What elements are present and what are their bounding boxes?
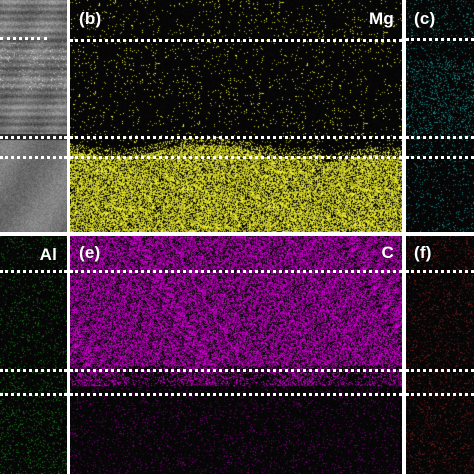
panel-a-sem-image [0,0,67,232]
boundary-line-middle [406,369,474,372]
boundary-line-bottom [406,156,474,159]
element-map-c [406,0,474,232]
boundary-line-middle [0,136,67,139]
boundary-line-bottom [406,393,474,396]
c-element-map [70,236,402,474]
sem-micrograph [0,0,67,232]
boundary-line-bottom [70,156,402,159]
boundary-line-middle [70,136,402,139]
boundary-line-middle [406,136,474,139]
element-label: C [381,243,394,262]
boundary-line-middle [0,369,67,372]
boundary-line-bottom [0,156,67,159]
boundary-line-top [406,270,474,273]
panel-d-al-map: Al [0,236,67,474]
boundary-line-top [70,39,402,42]
panel-label: (c) [414,9,436,28]
panel-c-map: (c) [406,0,474,232]
al-element-map [0,236,67,474]
panel-f-map: (f) [406,236,474,474]
panel-b-mg-map: (b) Mg [70,0,402,232]
boundary-line-top [70,270,402,273]
panel-label: (b) [79,9,102,28]
boundary-line-top [406,38,474,41]
panel-label: (e) [79,243,101,262]
mg-element-map [70,0,402,232]
element-label: Al [39,245,57,264]
panel-label: (f) [414,243,432,262]
element-map-f [406,236,474,474]
boundary-line-bottom [70,393,402,396]
boundary-line-middle [70,369,402,372]
boundary-line-bottom [0,393,67,396]
element-label: Mg [369,9,394,28]
boundary-line-top [0,37,47,40]
panel-e-c-map: (e) C [70,236,402,474]
boundary-line-top [0,270,67,273]
